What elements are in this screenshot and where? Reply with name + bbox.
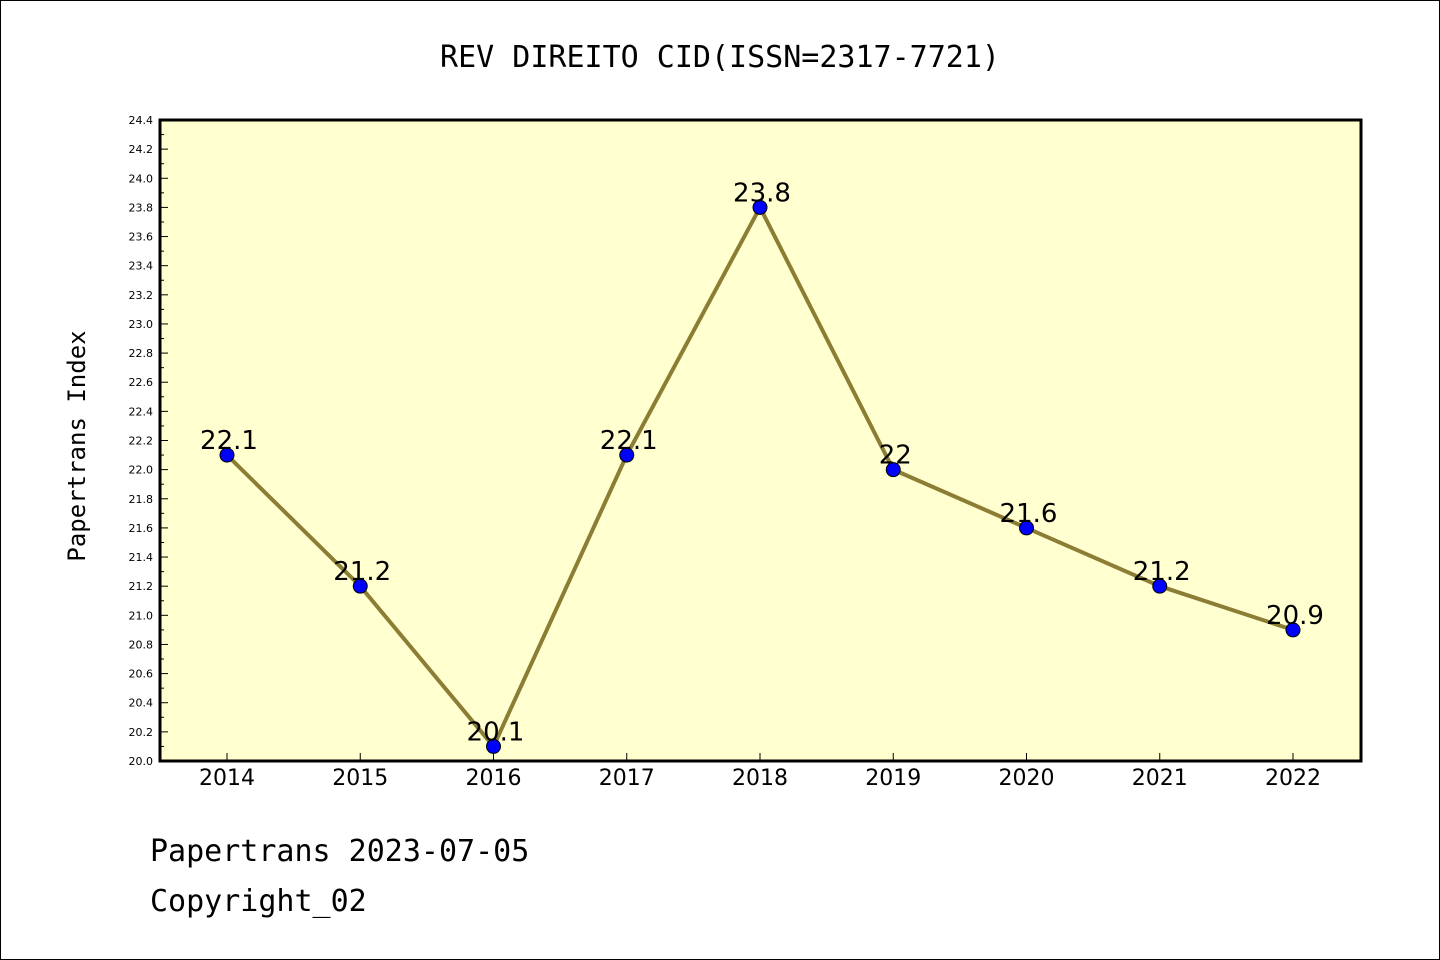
y-axis-label: Papertrans Index: [63, 330, 91, 561]
y-tick-label: 23.2: [129, 289, 154, 302]
y-tick-label: 22.6: [129, 376, 154, 389]
y-tick-label: 23.4: [129, 260, 154, 273]
y-tick-label: 21.8: [129, 493, 154, 506]
y-tick-label: 23.0: [129, 318, 154, 331]
y-tick-label: 24.0: [129, 172, 154, 185]
y-tick-label: 20.2: [129, 726, 154, 739]
y-tick-label: 23.8: [129, 201, 154, 214]
x-tick-label: 2021: [1132, 766, 1188, 791]
y-tick-label: 24.2: [129, 143, 154, 156]
x-tick-label: 2016: [466, 766, 522, 791]
y-tick-label: 24.4: [129, 114, 154, 127]
x-tick-label: 2017: [599, 766, 655, 791]
data-point-marker: [486, 738, 501, 754]
data-label: 20.9: [1266, 601, 1324, 631]
y-tick-label: 22.8: [129, 347, 154, 360]
x-tick-label: 2022: [1265, 766, 1321, 791]
data-label: 20.1: [467, 717, 525, 747]
data-label: 21.2: [1133, 557, 1191, 587]
data-label: 21.2: [333, 557, 391, 587]
data-point-marker: [1152, 578, 1168, 594]
data-point-marker: [752, 199, 768, 215]
data-point-marker: [352, 578, 368, 594]
data-labels: 22.1 21.2 20.1 22.1 23.8 22 21.6 21.2 20.9: [200, 178, 1324, 747]
x-tick-label: 2014: [199, 766, 255, 791]
y-tick-label: 21.0: [129, 609, 154, 622]
data-label: 21.6: [1000, 499, 1058, 529]
data-point-marker: [1019, 520, 1034, 536]
footer-date-line: Papertrans 2023-07-05: [150, 834, 530, 869]
x-tick-label: 2020: [999, 766, 1055, 791]
y-tick-label: 21.2: [129, 580, 154, 593]
data-point-marker: [219, 447, 235, 463]
y-tick-label: 20.8: [129, 638, 154, 651]
y-tick-label: 20.4: [129, 697, 154, 710]
y-tick-label: 22.4: [129, 405, 154, 418]
data-label: 22: [879, 441, 912, 471]
y-tick-label: 22.2: [129, 435, 154, 448]
data-point-marker: [885, 462, 901, 478]
x-tick-label: 2019: [865, 766, 921, 791]
x-axis-ticks: 2014 2015 2016 2017 2018 2019 2020 2021 2022: [199, 753, 1321, 791]
chart-title: REV DIREITO CID(ISSN=2317-7721): [440, 40, 1000, 75]
data-label: 22.1: [600, 426, 658, 456]
series-markers: [219, 199, 1301, 754]
y-tick-label: 22.0: [129, 464, 154, 477]
footer-copyright-line: Copyright_02: [150, 884, 367, 919]
x-tick-label: 2015: [332, 766, 388, 791]
y-tick-label: 21.4: [129, 551, 154, 564]
data-label: 23.8: [733, 178, 791, 208]
data-point-marker: [1285, 622, 1301, 638]
plot-area: [160, 120, 1361, 761]
x-tick-label: 2018: [732, 766, 788, 791]
y-tick-label: 20.6: [129, 668, 154, 681]
y-tick-label: 23.6: [129, 231, 154, 244]
y-tick-label: 20.0: [129, 755, 154, 768]
data-point-marker: [619, 447, 635, 463]
data-label: 22.1: [200, 426, 258, 456]
plot-border: [158, 118, 1363, 763]
y-tick-label: 21.6: [129, 522, 154, 535]
